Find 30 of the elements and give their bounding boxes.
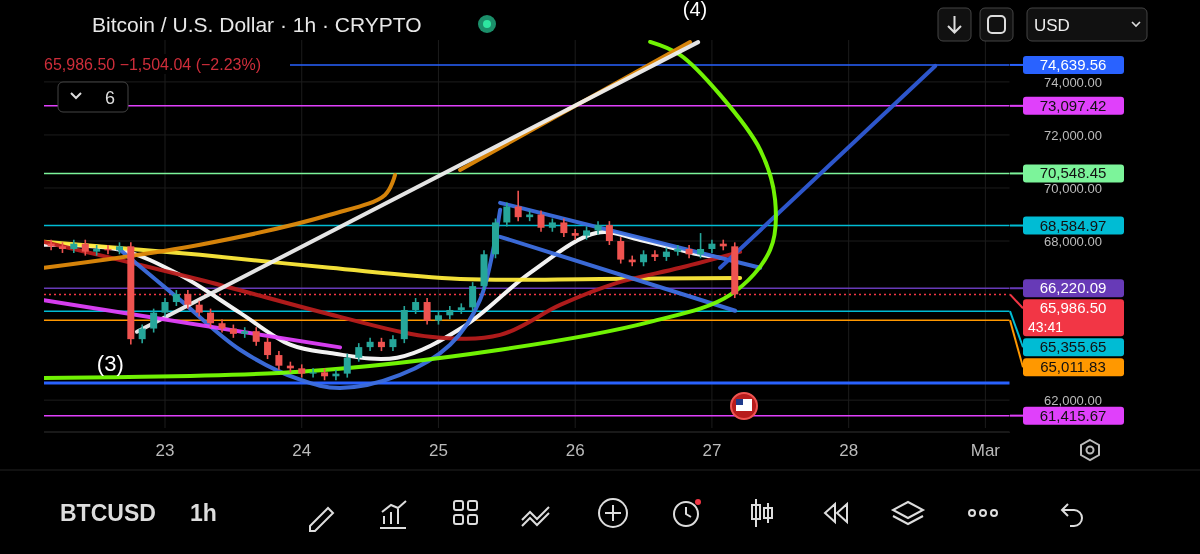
- annotation: (3): [96, 350, 124, 376]
- y-tick-label: 70,000.00: [1044, 180, 1102, 196]
- text: 1h: [190, 500, 217, 526]
- ref-line-label: 66,220.09: [1039, 279, 1107, 297]
- text: USD: [1034, 16, 1070, 35]
- text: BTCUSD: [60, 500, 156, 526]
- x-tick-label: 25: [429, 441, 448, 460]
- x-tick-label: Mar: [970, 441, 1001, 460]
- text: 43:41: [1028, 319, 1064, 336]
- legend-label: 65,986.50: [1039, 299, 1107, 317]
- ref-line-label: 70,548.45: [1039, 164, 1107, 182]
- x-tick-label: 26: [565, 441, 585, 460]
- text: (4): [682, 0, 708, 20]
- y-tick-label: 74,000.00: [1044, 74, 1102, 90]
- x-tick-label: 24: [292, 441, 312, 460]
- ref-line-label: 65,011.83: [1040, 358, 1106, 376]
- text: 65,986.50 −1,504.04 (−2.23%): [44, 56, 262, 73]
- ref-line-label: 68,584.97: [1039, 216, 1107, 234]
- y-tick-label: 72,000.00: [1044, 127, 1102, 143]
- ref-line-label: 65,355.65: [1039, 338, 1107, 356]
- y-tick-label: 62,000.00: [1044, 393, 1102, 409]
- x-tick-label: 28: [839, 441, 859, 460]
- x-tick-label: 23: [155, 441, 175, 460]
- y-tick-label: 68,000.00: [1044, 234, 1102, 250]
- ref-line-label: 73,097.42: [1039, 96, 1107, 114]
- x-tick-label: 27: [702, 441, 722, 460]
- ref-line-label: 61,415.67: [1039, 406, 1107, 424]
- ref-line-label: 74,639.56: [1039, 55, 1107, 73]
- annotation: 6: [105, 88, 116, 108]
- chart-title: Bitcoin / U.S. Dollar · 1h · CRYPTO: [92, 13, 422, 36]
